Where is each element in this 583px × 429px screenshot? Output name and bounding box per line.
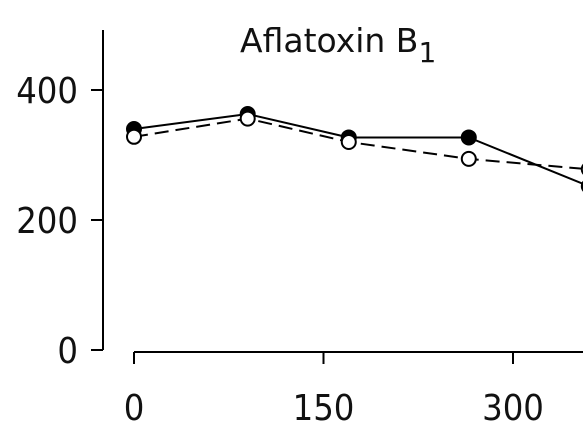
data-point-filled [460, 129, 477, 146]
y-ticks: 0 200 400 [16, 71, 103, 372]
y-tick-label: 200 [16, 201, 78, 242]
data-point-open [239, 110, 256, 127]
x-ticks: 0 150 300 [124, 352, 544, 429]
chart-title: Aflatoxin B1 [240, 21, 436, 69]
chart-title-main: Aflatoxin B [240, 21, 418, 60]
y-tick-label: 0 [57, 331, 78, 372]
series-lines [133, 113, 583, 185]
series-line-1 [133, 117, 583, 170]
y-tick-label: 400 [16, 71, 78, 112]
data-point-open [460, 150, 477, 167]
x-tick-label: 150 [293, 388, 355, 429]
data-point-open [126, 128, 142, 145]
data-point-open [340, 134, 357, 150]
series-line-0 [133, 113, 583, 185]
x-tick-label: 0 [124, 388, 145, 429]
chart-title-subscript: 1 [418, 36, 436, 69]
x-tick-label: 300 [482, 388, 544, 429]
series-points [126, 106, 583, 192]
